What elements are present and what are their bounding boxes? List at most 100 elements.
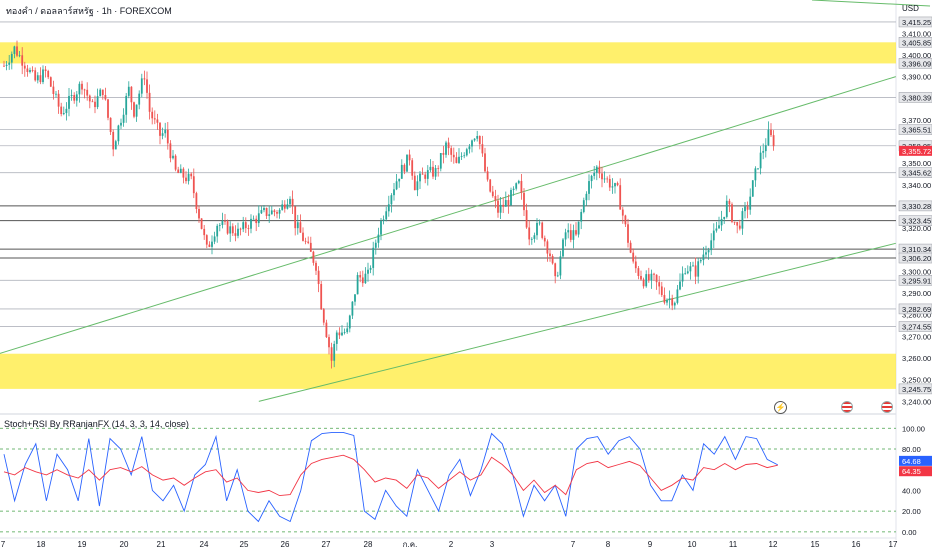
time-tick-label: 19 xyxy=(78,540,87,549)
candle-body xyxy=(211,241,213,247)
candle-body xyxy=(421,173,424,175)
candle-body xyxy=(328,337,330,348)
candle-body xyxy=(62,113,65,115)
candle-body xyxy=(567,230,570,233)
candle-body xyxy=(694,265,697,277)
candle-body xyxy=(216,225,219,237)
candle-body xyxy=(595,166,598,173)
candle-body xyxy=(712,230,715,241)
candle-body xyxy=(172,155,174,159)
candle-body xyxy=(632,252,635,262)
candle-body xyxy=(653,273,655,275)
candle-body xyxy=(289,198,291,205)
candle-body xyxy=(473,138,476,141)
candle-body xyxy=(725,200,728,217)
candle-body xyxy=(320,284,323,310)
candle-body xyxy=(486,171,489,180)
price-tick-label: 3,250.00 xyxy=(902,376,931,385)
candle-body xyxy=(637,268,640,276)
candle-body xyxy=(754,168,757,181)
candle-body xyxy=(460,156,463,157)
candle-body xyxy=(73,95,76,101)
candle-body xyxy=(130,86,133,103)
indicator-title[interactable]: Stoch+RSI By RRanjanFX (14, 3, 3, 14, cl… xyxy=(4,419,189,429)
time-tick-label: 20 xyxy=(120,540,129,549)
candle-body xyxy=(437,168,440,169)
candle-body xyxy=(684,273,687,275)
candle-body xyxy=(291,198,294,207)
candle-body xyxy=(351,301,354,316)
price-level-badge xyxy=(898,275,932,286)
candle-body xyxy=(655,274,658,283)
price-level-badge xyxy=(898,124,932,135)
candle-body xyxy=(190,173,193,177)
candle-body xyxy=(8,62,11,65)
oscillator-tick-label: 20.00 xyxy=(902,507,921,516)
price-level-label: 3,365.51 xyxy=(902,126,931,135)
candle-body xyxy=(307,241,310,243)
candle-body xyxy=(400,164,403,179)
candle-body xyxy=(403,164,406,172)
candle-body xyxy=(187,173,190,182)
candle-body xyxy=(577,221,580,235)
candle-body xyxy=(499,204,502,213)
time-tick-label: 17 xyxy=(889,540,898,549)
price-level-label: 3,310.34 xyxy=(902,245,931,254)
candle-body xyxy=(91,101,94,103)
candle-body xyxy=(424,174,427,179)
candle-body xyxy=(465,149,468,156)
us-flag-event-icon[interactable] xyxy=(881,401,893,413)
time-tick-label: 16 xyxy=(852,540,861,549)
candle-body xyxy=(364,273,367,284)
candle-body xyxy=(179,168,182,173)
candle-body xyxy=(218,225,221,226)
candle-body xyxy=(252,218,255,220)
candle-body xyxy=(494,196,497,201)
candle-body xyxy=(767,129,770,146)
candle-body xyxy=(520,180,523,193)
candle-body xyxy=(614,183,616,187)
candle-body xyxy=(138,93,141,105)
candle-body xyxy=(174,155,177,170)
candle-body xyxy=(348,315,351,329)
candle-body xyxy=(302,232,304,241)
candle-body xyxy=(182,168,185,178)
candle-body xyxy=(146,79,148,93)
candle-body xyxy=(523,192,525,211)
candle-body xyxy=(512,188,515,190)
candle-body xyxy=(380,221,382,235)
candle-body xyxy=(198,209,200,219)
candle-body xyxy=(86,89,89,96)
candle-body xyxy=(10,53,13,63)
currency-label: USD xyxy=(902,4,919,13)
candle-body xyxy=(671,298,674,306)
candle-body xyxy=(434,168,437,177)
price-tick-label: 3,370.00 xyxy=(902,116,931,125)
candle-body xyxy=(663,295,666,303)
candle-body xyxy=(572,230,575,240)
candle-body xyxy=(257,213,260,224)
candle-body xyxy=(507,200,510,206)
candle-body xyxy=(224,220,226,222)
rsi-value-badge xyxy=(899,466,932,477)
candle-body xyxy=(749,196,752,210)
candle-body xyxy=(564,232,567,240)
lightning-icon[interactable]: ⚡ xyxy=(774,401,787,414)
candle-body xyxy=(442,153,445,155)
candle-body xyxy=(338,332,341,336)
us-flag-event-icon[interactable] xyxy=(841,401,853,413)
candle-body xyxy=(452,154,455,158)
candle-body xyxy=(702,254,705,261)
candle-body xyxy=(78,83,81,95)
stoch-value-badge xyxy=(899,455,932,466)
price-tick-label: 3,390.00 xyxy=(902,73,931,82)
oscillator-tick-label: 100.00 xyxy=(902,424,925,433)
candle-body xyxy=(621,209,624,216)
candle-body xyxy=(31,70,34,71)
candle-body xyxy=(666,299,668,303)
candle-body xyxy=(177,169,180,173)
candle-body xyxy=(356,275,359,295)
chart-title: ทองคำ / ดอลลาร์สหรัฐ · 1h · FOREXCOM xyxy=(6,6,172,16)
candle-body xyxy=(83,89,86,91)
